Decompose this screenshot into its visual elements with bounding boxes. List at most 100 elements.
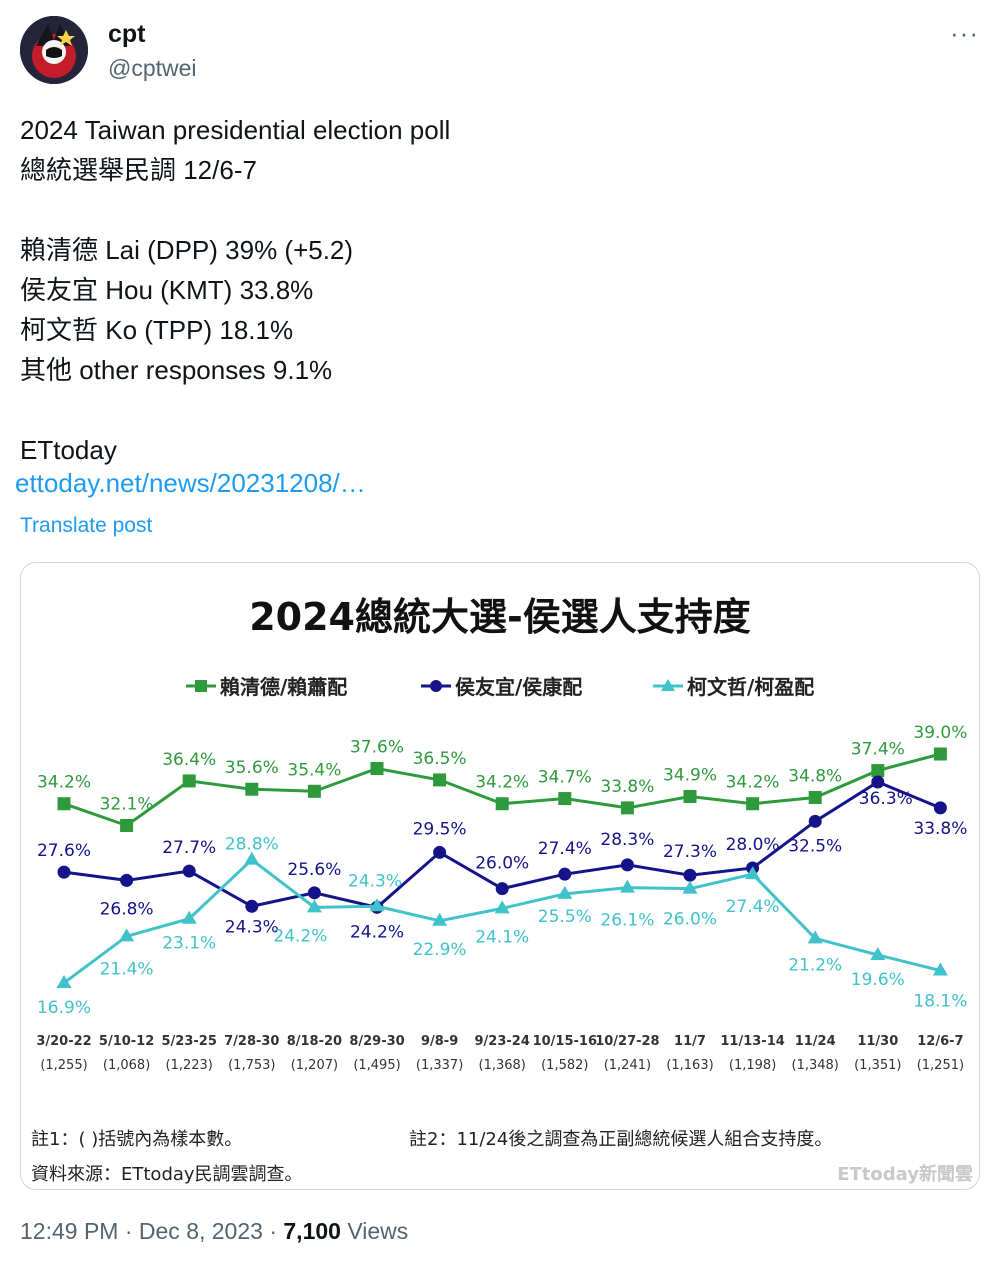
author-handle[interactable]: @cptwei	[108, 55, 197, 81]
data-label: 36.3%	[859, 789, 913, 809]
data-label: 24.3%	[348, 871, 402, 891]
data-label: 18.1%	[913, 992, 967, 1012]
data-label: 27.7%	[162, 838, 216, 858]
data-point-triangle	[870, 946, 886, 960]
x-tick-label: 9/8-9	[421, 1034, 458, 1049]
legend-label: 侯友宜/侯康配	[455, 675, 582, 699]
sample-size-label: (1,241)	[604, 1058, 651, 1073]
data-label: 37.4%	[851, 740, 905, 760]
data-label: 32.1%	[100, 794, 154, 814]
x-tick-label: 8/18-20	[287, 1034, 342, 1049]
sample-size-label: (1,068)	[103, 1058, 150, 1073]
watermark-logo: ETtoday新聞雲	[837, 1163, 973, 1185]
data-point-circle	[808, 814, 822, 828]
data-label: 25.6%	[287, 860, 341, 880]
data-label: 36.4%	[162, 750, 216, 770]
data-point-triangle	[306, 899, 322, 913]
data-point-square	[182, 774, 196, 788]
data-label: 28.3%	[600, 830, 654, 850]
data-label: 24.2%	[273, 926, 327, 946]
data-point-square	[558, 792, 572, 806]
data-label: 26.0%	[475, 854, 529, 874]
avatar[interactable]	[20, 16, 88, 84]
data-point-triangle	[557, 885, 573, 899]
post-time[interactable]: 12:49 PM	[20, 1218, 119, 1244]
sample-size-label: (1,351)	[854, 1058, 901, 1073]
post-date[interactable]: Dec 8, 2023	[138, 1218, 263, 1244]
data-point-triangle	[619, 879, 635, 893]
data-point-square	[495, 797, 509, 811]
data-label: 28.8%	[225, 835, 279, 855]
data-point-circle	[558, 867, 572, 881]
data-label: 34.2%	[37, 773, 91, 793]
legend-marker-square	[195, 680, 207, 692]
data-point-triangle	[494, 900, 510, 914]
data-point-triangle	[119, 928, 135, 942]
legend-marker-triangle	[661, 679, 675, 691]
data-point-triangle	[369, 898, 385, 912]
data-point-triangle	[244, 851, 260, 865]
data-label: 34.8%	[788, 767, 842, 787]
data-label: 34.2%	[726, 773, 780, 793]
chart-image-card[interactable]: 2024總統大選-侯選人支持度 賴清德/賴蕭配 侯友宜/侯康配 柯文哲/柯盈配 34.2…	[20, 562, 980, 1190]
chart-note-2: 註2：11/24後之調查為正副總統候選人組合支持度。	[409, 1129, 832, 1150]
sample-size-label: (1,163)	[666, 1058, 713, 1073]
data-label: 34.2%	[475, 773, 529, 793]
data-label: 33.8%	[600, 777, 654, 797]
translate-post-link[interactable]: Translate post	[20, 514, 153, 537]
data-label: 19.6%	[851, 970, 905, 990]
data-label: 35.6%	[225, 758, 279, 778]
data-label: 36.5%	[413, 749, 467, 769]
data-point-square	[808, 791, 822, 805]
sample-size-label: (1,337)	[416, 1058, 463, 1073]
article-link[interactable]: ettoday.net/news/20231208/…	[15, 468, 366, 498]
data-point-triangle	[682, 880, 698, 894]
data-point-circle	[495, 882, 509, 896]
author-name[interactable]: cpt	[108, 20, 146, 48]
post-line: ETtoday	[20, 435, 117, 465]
sample-size-label: (1,582)	[541, 1058, 588, 1073]
data-label: 16.9%	[37, 998, 91, 1018]
data-label: 21.4%	[100, 959, 154, 979]
data-point-square	[245, 782, 259, 796]
data-point-circle	[683, 868, 697, 882]
sample-size-label: (1,251)	[917, 1058, 964, 1073]
data-point-circle	[307, 886, 321, 900]
data-point-square	[433, 773, 447, 787]
data-label: 27.3%	[663, 842, 717, 862]
separator: ·	[118, 1218, 139, 1244]
data-point-circle	[57, 865, 71, 879]
data-point-square	[307, 784, 321, 798]
data-label: 27.4%	[538, 839, 592, 859]
more-options-icon[interactable]: ···	[950, 18, 979, 48]
data-label: 34.9%	[663, 765, 717, 785]
data-label: 22.9%	[413, 940, 467, 960]
post-text: 2024 Taiwan presidential election poll 總…	[20, 110, 980, 470]
x-tick-label: 11/30	[857, 1034, 898, 1049]
x-tick-label: 7/28-30	[224, 1034, 279, 1049]
chart-source: 資料來源：ETtoday民調雲調查。	[31, 1164, 303, 1185]
data-point-circle	[620, 858, 634, 872]
data-label: 32.5%	[788, 836, 842, 856]
sample-size-label: (1,255)	[40, 1058, 87, 1073]
x-tick-label: 5/10-12	[99, 1034, 154, 1049]
data-label: 28.0%	[726, 835, 780, 855]
data-label: 24.2%	[350, 922, 404, 942]
data-label: 37.6%	[350, 738, 404, 758]
data-label: 21.2%	[788, 955, 842, 975]
post-line: 其他 other responses 9.1%	[20, 355, 333, 385]
x-tick-label: 3/20-22	[36, 1034, 91, 1049]
sample-size-label: (1,495)	[353, 1058, 400, 1073]
sample-size-label: (1,198)	[729, 1058, 776, 1073]
data-point-square	[120, 818, 134, 832]
views-count: 7,100	[283, 1218, 341, 1244]
data-label: 27.6%	[37, 841, 91, 861]
data-point-circle	[182, 864, 196, 878]
data-label: 25.5%	[538, 907, 592, 927]
data-label: 33.8%	[913, 819, 967, 839]
views-label: Views	[340, 1218, 409, 1244]
data-point-square	[746, 797, 760, 811]
data-point-circle	[120, 873, 134, 887]
sample-size-label: (1,368)	[479, 1058, 526, 1073]
